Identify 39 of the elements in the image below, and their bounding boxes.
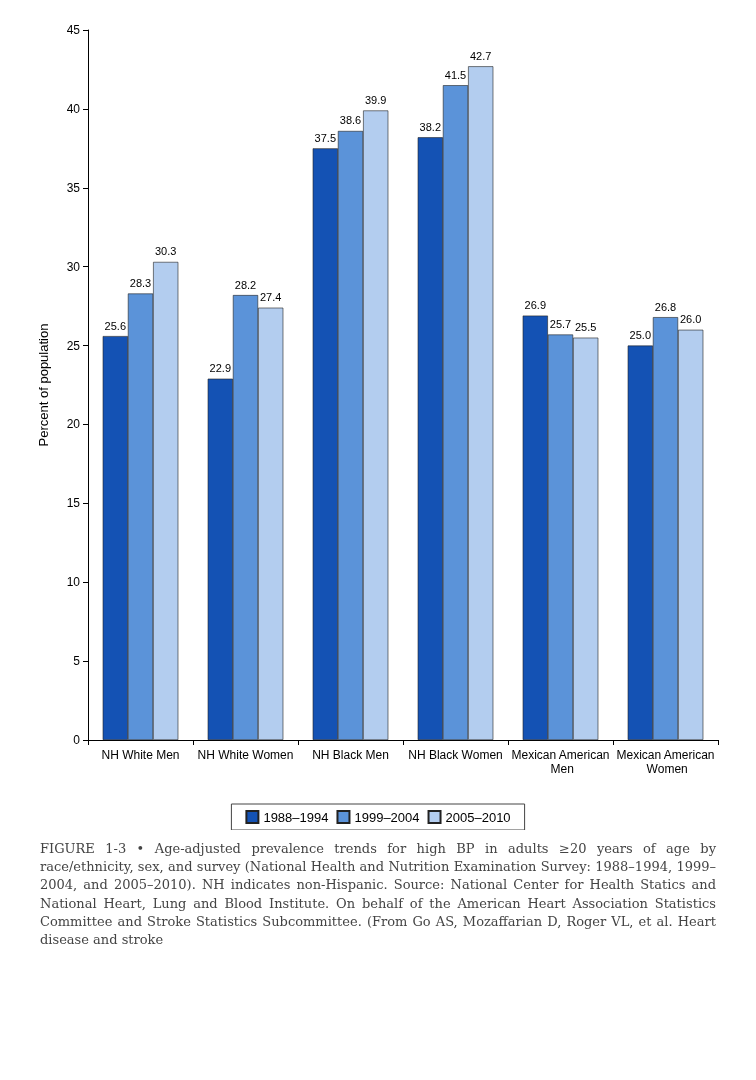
data-label: 39.9: [364, 93, 387, 106]
data-label: 22.9: [209, 362, 232, 375]
data-label: 26.8: [654, 300, 677, 313]
x-tick-label: NH Black Women: [408, 748, 503, 762]
x-tick-label: NH Black Men: [312, 748, 389, 762]
caption: FIGURE 1-3 • Age-adjusted prevalence trends for high BP in adults ≥20 years of age by race/ethnicity, sex, and survey (National Health and Nutrition Examination Survey: 1988–1994, 1999–2004, and 2005–2010). NH indicates non-Hispanic. Source: National Center for Health Statics and National Heart, Lung and Blood Institute. On behalf of the American Heart Association Statistics Committee and Stroke Statistics Subcommittee. (From Go AS, Mozaffarian D, Roger VL, et al. Heart disease and stroke: [40, 840, 716, 949]
y-axis-title: Percent of population: [36, 323, 51, 447]
data-label: 28.3: [129, 276, 152, 289]
data-label: 25.6: [104, 319, 127, 332]
x-tick-label: Mexican American Men: [511, 748, 610, 776]
legend-label: 2005–2010: [445, 809, 511, 825]
y-tick-label: 30: [66, 259, 81, 274]
data-label: 25.0: [629, 329, 652, 342]
x-tick-label: NH White Women: [197, 748, 294, 762]
data-label: 30.3: [154, 245, 177, 258]
data-label: 28.2: [234, 278, 257, 291]
x-tick-label: NH White Men: [101, 748, 180, 762]
y-tick-label: 15: [66, 496, 81, 511]
data-label: 25.5: [574, 321, 597, 334]
x-tick-label: Mexican American Women: [616, 748, 715, 776]
data-label: 42.7: [469, 49, 492, 62]
data-label: 38.2: [419, 120, 442, 133]
data-label: 27.4: [259, 291, 282, 304]
y-tick-label: 20: [66, 417, 81, 432]
data-label: 41.5: [444, 68, 467, 81]
data-label: 26.0: [679, 313, 702, 326]
y-tick-label: 5: [73, 654, 81, 669]
data-label: 26.9: [524, 299, 547, 312]
y-tick-label: 40: [66, 101, 81, 116]
y-tick-label: 25: [66, 338, 81, 353]
data-label: 38.6: [339, 114, 362, 127]
y-tick-label: 10: [66, 575, 81, 590]
legend-label: 1988–1994: [263, 809, 329, 825]
data-label: 37.5: [314, 131, 337, 144]
y-tick-label: 0: [73, 733, 81, 747]
legend-label: 1999–2004: [354, 809, 420, 825]
data-label: 25.7: [549, 318, 572, 331]
y-tick-label: 45: [66, 23, 81, 37]
y-tick-label: 35: [66, 180, 81, 195]
